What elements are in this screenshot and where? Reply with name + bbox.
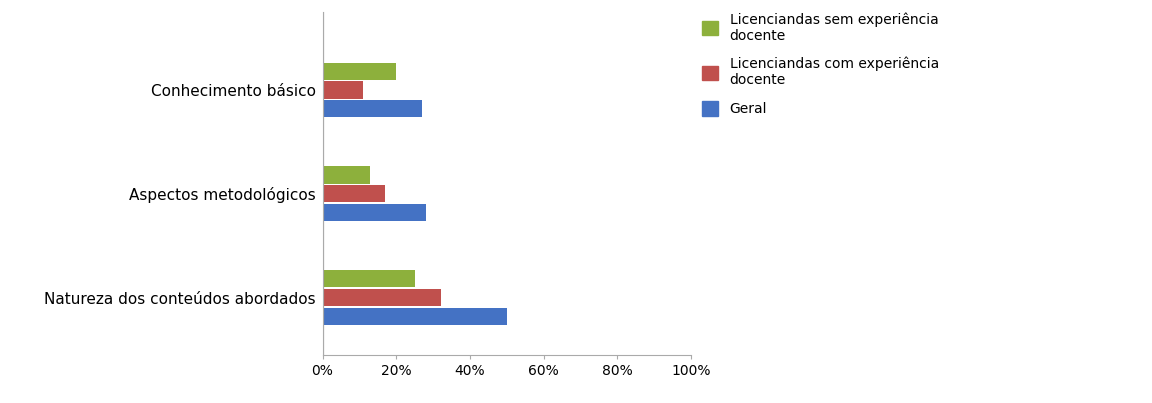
Bar bbox=[323, 100, 422, 117]
Bar bbox=[323, 204, 426, 221]
Bar bbox=[323, 166, 371, 184]
Bar bbox=[323, 289, 440, 306]
Bar bbox=[323, 307, 507, 325]
Legend: Licenciandas sem experiência
docente, Licenciandas com experiência
docente, Gera: Licenciandas sem experiência docente, Li… bbox=[702, 12, 939, 116]
Bar bbox=[323, 270, 415, 287]
Bar bbox=[323, 62, 396, 80]
Bar bbox=[323, 81, 363, 99]
Bar bbox=[323, 185, 385, 202]
